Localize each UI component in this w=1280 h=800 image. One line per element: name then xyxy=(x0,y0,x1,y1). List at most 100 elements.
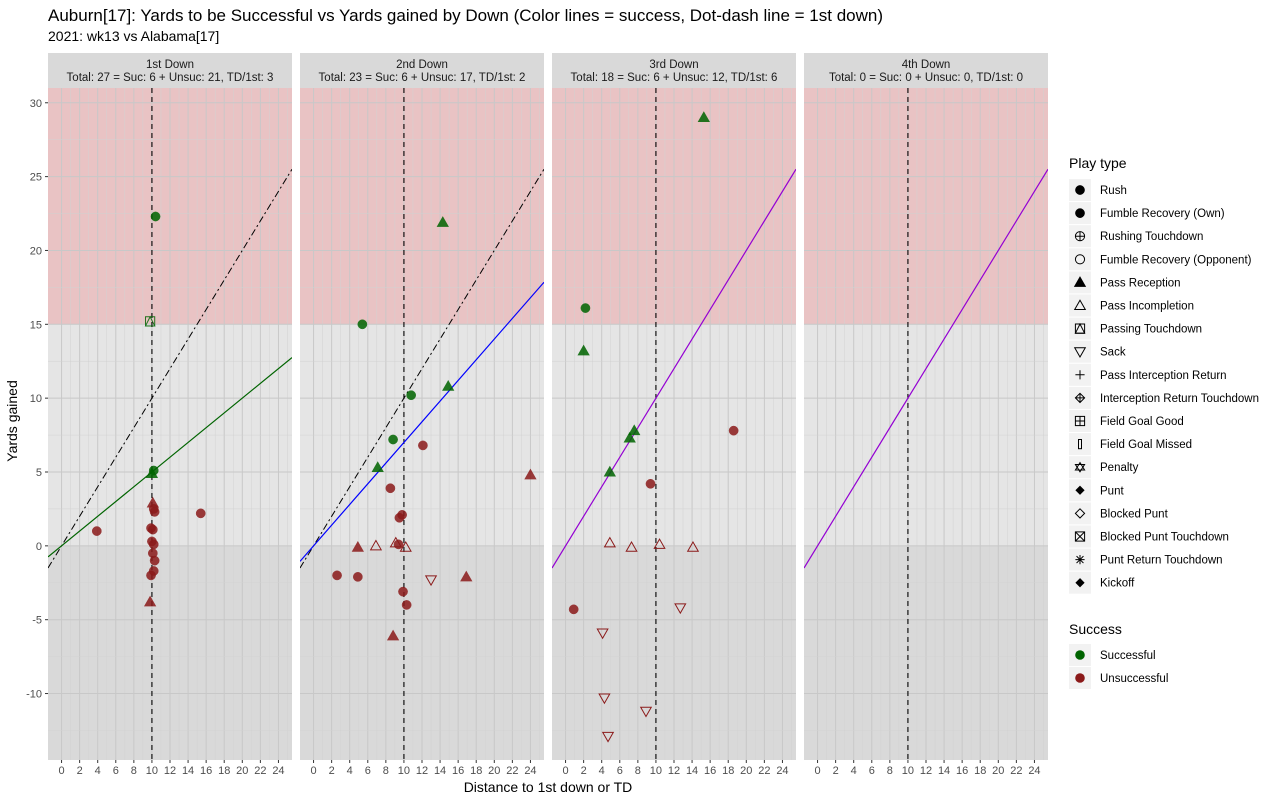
point-rush xyxy=(150,211,161,222)
point-pass-reception xyxy=(145,467,159,478)
reference-lines xyxy=(48,88,292,760)
x-tick-label: 10 xyxy=(146,765,158,777)
panel-summary: Total: 0 = Suc: 0 + Unsuc: 0, TD/1st: 0 xyxy=(829,72,1023,84)
x-tick-label: 18 xyxy=(974,765,986,777)
legend-label: Blocked Punt xyxy=(1100,508,1169,520)
legend-label: Blocked Punt Touchdown xyxy=(1100,532,1229,544)
legend-symbol-fumble-recovery-opponent xyxy=(1074,254,1086,265)
point-rush xyxy=(580,303,591,313)
point-pass-incompletion xyxy=(369,539,383,551)
x-tick-label: 16 xyxy=(452,765,464,777)
legend-key xyxy=(1069,340,1091,363)
point-rush xyxy=(332,570,342,581)
legend-item-rushing-touchdown: Rushing Touchdown xyxy=(1069,225,1203,248)
point-rush xyxy=(149,507,160,517)
point-pass-reception xyxy=(603,465,616,477)
y-tick-label: 25 xyxy=(30,172,42,184)
legend-item-fumble-recovery-opponent: Fumble Recovery (Opponent) xyxy=(1069,248,1252,271)
point-rush xyxy=(728,425,739,436)
point-pass-reception xyxy=(371,461,384,473)
point-pass-reception xyxy=(628,424,641,436)
legend-key xyxy=(1069,502,1091,525)
legend-symbol-blocked-punt xyxy=(1074,508,1086,519)
legend-label: Punt Return Touchdown xyxy=(1100,555,1223,567)
x-tick-label: 12 xyxy=(920,765,932,777)
legend-item-pass-interception-return: Pass Interception Return xyxy=(1069,363,1227,386)
x-tick-label: 16 xyxy=(200,765,212,777)
point-pass-reception xyxy=(460,570,473,582)
x-tick-label: 8 xyxy=(887,765,893,777)
x-axis-title: Distance to 1st down or TD xyxy=(464,779,633,795)
gridlines xyxy=(300,88,544,760)
x-axis-ticks: 0 2 4 6 8 10 12 14 16 18 20 22 24 xyxy=(310,760,537,777)
success-line xyxy=(300,281,544,562)
legend-item-field-goal-missed: Field Goal Missed xyxy=(1069,433,1192,456)
x-tick-label: 8 xyxy=(131,765,137,777)
legend-item-pass-reception: Pass Reception xyxy=(1069,271,1181,294)
legend-item-pass-incompletion: Pass Incompletion xyxy=(1069,294,1194,317)
legend-item-punt-return-touchdown: Punt Return Touchdown xyxy=(1069,548,1223,571)
legend-key xyxy=(1069,294,1091,317)
legend-item-interception-return-touchdown: Interception Return Touchdown xyxy=(1069,386,1259,409)
reference-lines xyxy=(300,88,544,760)
point-rush xyxy=(406,390,417,401)
x-tick-label: 10 xyxy=(650,765,662,777)
y-tick-label: 20 xyxy=(30,245,42,257)
point-pass-incompletion xyxy=(653,538,666,549)
point-pass-reception xyxy=(524,468,537,480)
x-tick-label: 10 xyxy=(398,765,410,777)
x-tick-label: 0 xyxy=(562,765,568,777)
legend-key xyxy=(1069,317,1091,340)
success-line xyxy=(804,168,1048,569)
legend-symbol-punt xyxy=(1075,485,1085,495)
point-rush xyxy=(394,512,405,523)
x-tick-label: 0 xyxy=(310,765,316,777)
x-axis-ticks: 0 2 4 6 8 10 12 14 16 18 20 22 24 xyxy=(58,760,285,777)
point-rush xyxy=(352,572,363,582)
point-pass-reception xyxy=(351,541,364,552)
x-tick-label: 6 xyxy=(617,765,623,777)
point-passing-touchdown xyxy=(144,315,156,327)
reference-lines xyxy=(552,88,796,760)
legend-symbol-punt-return-touchdown xyxy=(1075,555,1085,565)
y-tick-label: 10 xyxy=(30,393,42,405)
legend-item-fumble-recovery-own: Fumble Recovery (Own) xyxy=(1069,202,1225,225)
panel-summary: Total: 27 = Suc: 6 + Unsuc: 21, TD/1st: … xyxy=(67,72,274,84)
x-tick-label: 2 xyxy=(833,765,839,777)
legend-success: Successful Unsuccessful xyxy=(1069,644,1168,689)
x-tick-label: 4 xyxy=(599,765,605,777)
x-tick-label: 0 xyxy=(814,765,820,777)
panel-label: 3rd Down xyxy=(649,59,698,71)
legend-key xyxy=(1069,248,1091,271)
legend-symbol-pass-interception-return xyxy=(1075,370,1085,380)
x-tick-label: 24 xyxy=(1028,765,1040,777)
x-axis-ticks: 0 2 4 6 8 10 12 14 16 18 20 22 24 xyxy=(562,760,789,777)
chart-subtitle: 2021: wk13 vs Alabama[17] xyxy=(48,28,219,44)
x-tick-label: 14 xyxy=(434,765,446,777)
panel-strip xyxy=(804,53,1048,88)
legend-label: Field Goal Good xyxy=(1100,416,1184,428)
point-sack xyxy=(598,693,611,705)
legend-label: Rushing Touchdown xyxy=(1100,231,1203,243)
x-tick-label: 6 xyxy=(869,765,875,777)
x-tick-label: 12 xyxy=(416,765,428,777)
x-tick-label: 10 xyxy=(902,765,914,777)
x-tick-label: 2 xyxy=(329,765,335,777)
point-rush xyxy=(149,555,160,566)
gridlines xyxy=(804,88,1048,760)
legend-symbol-pass-incompletion xyxy=(1073,299,1087,310)
legend-label: Fumble Recovery (Opponent) xyxy=(1100,254,1252,266)
point-rush xyxy=(146,570,156,581)
x-tick-label: 22 xyxy=(1010,765,1022,777)
point-sack xyxy=(596,628,609,640)
point-pass-reception xyxy=(386,629,400,641)
point-rush xyxy=(385,483,396,494)
x-tick-label: 8 xyxy=(383,765,389,777)
y-tick-label: -5 xyxy=(32,615,42,627)
point-sack xyxy=(674,603,687,615)
legend-label: Field Goal Missed xyxy=(1100,439,1192,451)
x-tick-label: 12 xyxy=(668,765,680,777)
y-tick-label: 5 xyxy=(36,467,42,479)
